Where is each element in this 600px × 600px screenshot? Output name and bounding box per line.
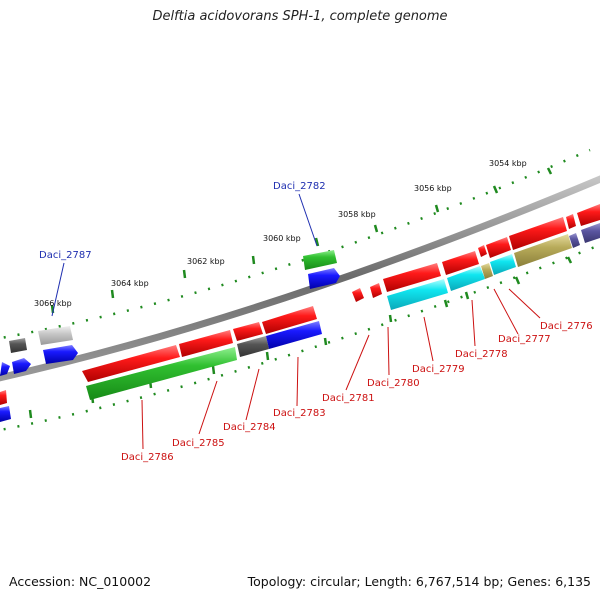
feature-daci-2777-cyan[interactable] [490,254,516,275]
gene-label-daci-2787[interactable]: Daci_2787 [39,250,92,261]
feature-blue-bottom-left[interactable] [0,406,11,422]
gene-label-daci-2784[interactable]: Daci_2784 [223,422,276,433]
feature-daci-2787-light[interactable] [38,326,73,345]
gene-label-daci-2786[interactable]: Daci_2786 [121,452,174,463]
feature-daci-2778-red[interactable] [478,245,487,257]
gene-label-daci-2776[interactable]: Daci_2776 [540,321,593,332]
major-ticks-outer [50,167,553,314]
feature-daci-2782-green[interactable] [303,250,337,270]
feature-daci-2780-red[interactable] [383,263,441,292]
scale-label-3066: 3066 kbp [34,299,72,308]
feature-red-right[interactable] [577,204,600,226]
feature-blue-left[interactable] [12,358,31,374]
feature-daci-2785-red[interactable] [179,330,233,357]
feature-purple-small[interactable] [569,233,580,248]
feature-purple-right[interactable] [581,223,600,243]
feature-daci-2784-gray[interactable] [237,336,269,357]
scale-label-3054: 3054 kbp [489,159,527,168]
scale-label-3056: 3056 kbp [414,184,452,193]
leader-lines-bottom [141,288,541,450]
feature-daci-2786-green[interactable] [86,347,237,400]
feature-daci-2781-red[interactable] [352,288,364,302]
feature-daci-2777-red[interactable] [486,237,511,258]
feature-daci-2787-blue[interactable] [43,345,78,364]
gene-label-daci-2778[interactable]: Daci_2778 [455,349,508,360]
gene-label-daci-2785[interactable]: Daci_2785 [172,438,225,449]
scale-label-3062: 3062 kbp [187,257,225,266]
feature-gray-left[interactable] [9,338,27,353]
feature-daci-2779-cyan[interactable] [447,266,485,291]
map-title: Delftia acidovorans SPH-1, complete geno… [152,9,448,24]
leader-lines-top [51,193,318,317]
feature-red-right-small[interactable] [566,214,576,229]
feature-daci-2778-olive[interactable] [481,263,493,279]
feature-daci-2780-cyan[interactable] [387,279,448,310]
gene-label-daci-2780[interactable]: Daci_2780 [367,378,420,389]
feature-daci-2783-red[interactable] [262,306,317,334]
gene-label-daci-2777[interactable]: Daci_2777 [498,334,551,345]
feature-daci-2776-red[interactable] [509,217,567,250]
scale-label-3058: 3058 kbp [338,210,376,219]
scale-arc-outer [0,148,591,340]
feature-daci-2783-blue[interactable] [266,321,322,349]
feature-daci-2784-red[interactable] [233,322,263,341]
feature-daci-2782-blue[interactable] [308,268,340,289]
feature-blue-left-2[interactable] [0,362,10,376]
feature-daci-2779-red[interactable] [442,251,479,275]
feature-red-bottom-left[interactable] [0,390,7,405]
feature-daci-2776-olive[interactable] [514,234,572,267]
feature-daci-2786-red[interactable] [82,345,180,382]
accession-label: Accession: NC_010002 [9,574,152,589]
genome-backbone [0,175,600,382]
scale-label-3064: 3064 kbp [111,279,149,288]
gene-label-daci-2783[interactable]: Daci_2783 [273,408,326,419]
gene-label-daci-2781[interactable]: Daci_2781 [322,393,375,404]
gene-label-daci-2782[interactable]: Daci_2782 [273,181,326,192]
genome-summary-label: Topology: circular; Length: 6,767,514 bp… [247,574,591,589]
major-ticks-inner [28,256,573,419]
gene-label-daci-2779[interactable]: Daci_2779 [412,364,465,375]
feature-daci-2780-red-small[interactable] [370,283,382,298]
scale-label-3060: 3060 kbp [263,234,301,243]
